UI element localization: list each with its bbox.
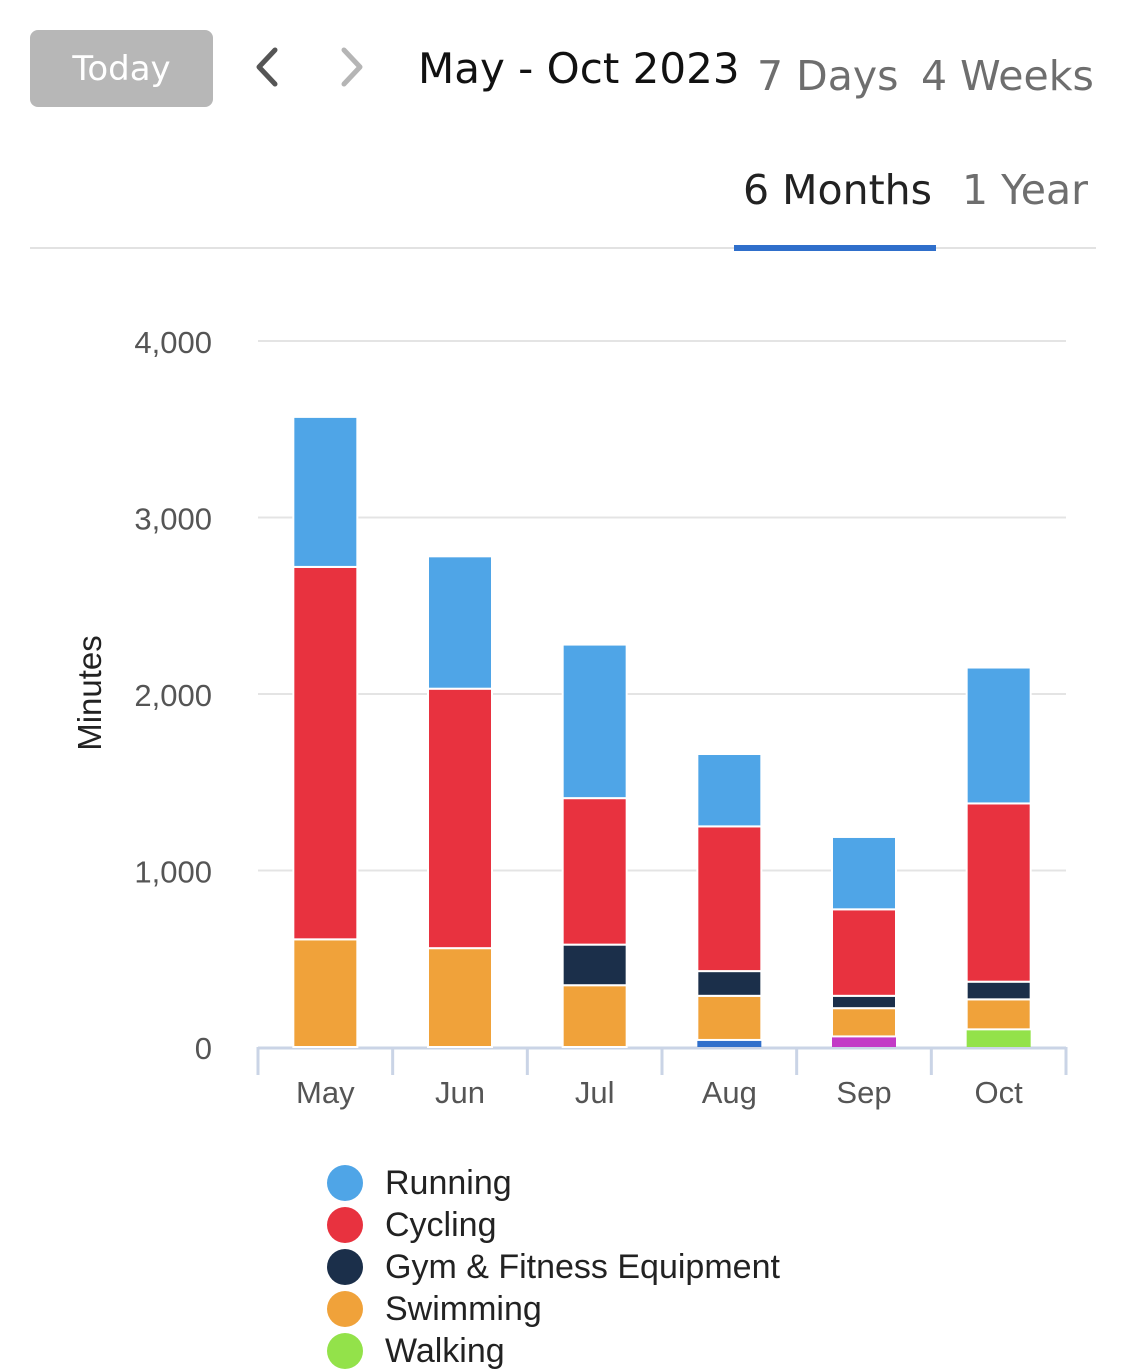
y-tick-label: 4,000 (134, 325, 212, 360)
chevron-right-icon[interactable] (332, 44, 372, 90)
bar-segment-gym-fitness-equipment (831, 994, 897, 1010)
legend-label-cycling: Cycling (385, 1205, 497, 1244)
bar-segment-other (697, 1039, 762, 1047)
bar-segment-cycling (292, 565, 359, 941)
legend-item-walking[interactable]: Walking (327, 1330, 780, 1372)
legend-label-running: Running (385, 1163, 512, 1202)
bar-segment-swimming (427, 947, 493, 1048)
x-tick-label: May (296, 1075, 355, 1110)
y-tick-label: 1,000 (134, 855, 212, 890)
bar-segment-cycling (965, 802, 1032, 983)
active-tab-indicator (734, 245, 936, 251)
legend-item-cycling[interactable]: Cycling (327, 1204, 780, 1246)
bar-segment-gym-fitness-equipment (561, 943, 628, 987)
tab-divider (30, 247, 1096, 249)
bar-segment-other (966, 1029, 1031, 1047)
y-tick-label: 0 (195, 1031, 212, 1066)
legend-label-swimming: Swimming (385, 1289, 542, 1328)
x-tick-label: Aug (702, 1075, 757, 1110)
bar-segment-cycling (831, 908, 897, 997)
bar-segment-swimming (292, 938, 359, 1049)
bar-segment-swimming (965, 998, 1032, 1031)
y-tick-label: 2,000 (134, 678, 212, 713)
bar-segment-gym-fitness-equipment (965, 980, 1032, 1001)
legend-item-running[interactable]: Running (327, 1162, 780, 1204)
bar-segment-other (832, 1036, 896, 1047)
bar-segment-gym-fitness-equipment (696, 970, 763, 997)
x-tick-label: Jun (435, 1075, 485, 1110)
legend-label-walking: Walking (385, 1331, 505, 1370)
period-label: May - Oct 2023 (418, 44, 740, 93)
bar-segment-cycling (696, 825, 763, 973)
x-tick-label: Sep (836, 1075, 891, 1110)
legend-swatch-gym (327, 1249, 363, 1285)
y-axis-label: Minutes (71, 635, 108, 751)
chart-legend: Running Cycling Gym & Fitness Equipment … (327, 1162, 780, 1372)
bar-segment-cycling (561, 797, 628, 946)
bar-segment-running (292, 415, 359, 568)
y-tick-label: 3,000 (134, 502, 212, 537)
legend-item-gym[interactable]: Gym & Fitness Equipment (327, 1246, 780, 1288)
legend-swatch-swimming (327, 1291, 363, 1327)
chevron-left-icon[interactable] (247, 44, 287, 90)
stacked-bar-chart: 0 1,000 2,000 3,000 4,000 Minutes May Jun Jul Aug… (71, 325, 1068, 1110)
legend-swatch-walking (327, 1333, 363, 1369)
legend-swatch-running (327, 1165, 363, 1201)
tab-6-months[interactable]: 6 Months (743, 166, 932, 214)
bar-segment-swimming (696, 994, 763, 1041)
bar-segment-running (427, 555, 493, 690)
bar-segment-swimming (831, 1007, 897, 1038)
tab-1-year[interactable]: 1 Year (962, 166, 1088, 214)
legend-swatch-cycling (327, 1207, 363, 1243)
bar-segment-running (561, 643, 628, 800)
today-button[interactable]: Today (30, 30, 213, 107)
tab-4-weeks[interactable]: 4 Weeks (921, 52, 1094, 100)
tab-7-days[interactable]: 7 Days (757, 52, 899, 100)
legend-item-swimming[interactable]: Swimming (327, 1288, 780, 1330)
x-tick-label: Oct (975, 1075, 1024, 1110)
bar-segment-running (696, 753, 763, 828)
legend-label-gym: Gym & Fitness Equipment (385, 1247, 780, 1286)
bar-segment-cycling (427, 687, 493, 950)
bar-segment-swimming (561, 984, 628, 1048)
x-tick-label: Jul (575, 1075, 615, 1110)
bar-segment-running (965, 666, 1032, 805)
bar-segment-running (831, 835, 897, 911)
